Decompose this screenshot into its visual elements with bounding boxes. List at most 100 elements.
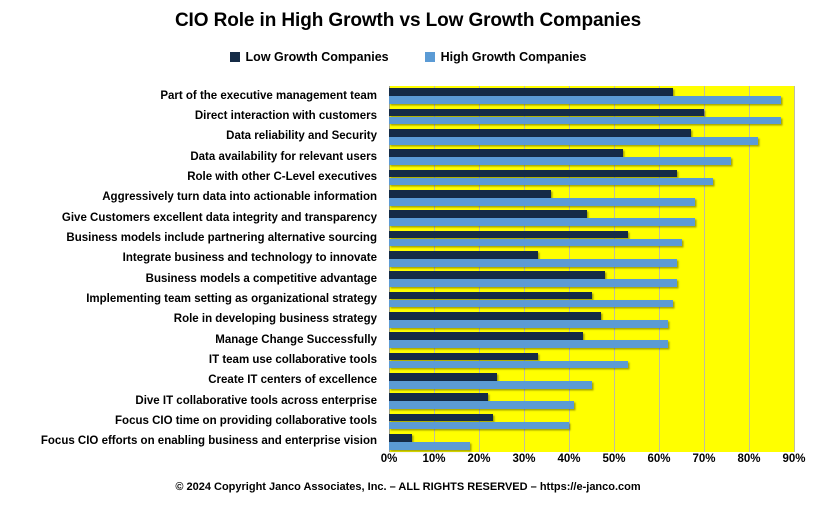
bar-group — [389, 411, 794, 431]
plot-area — [389, 86, 795, 452]
bar-low-growth[interactable] — [389, 352, 538, 361]
bar-low-growth[interactable] — [389, 230, 628, 239]
category-label: Implementing team setting as organizatio… — [86, 293, 377, 305]
category-label: Role with other C-Level executives — [187, 171, 377, 183]
category-label: Business models include partnering alter… — [66, 232, 377, 244]
x-tick-label: 90% — [782, 453, 806, 465]
gridline-50 — [614, 86, 615, 452]
bar-low-growth[interactable] — [389, 332, 583, 340]
category-label: Focus CIO efforts on enabling business a… — [40, 435, 377, 448]
bar-high-growth[interactable] — [389, 116, 781, 125]
bar-low-growth[interactable] — [389, 373, 497, 381]
bar-group — [389, 432, 794, 452]
bar-group — [389, 208, 794, 228]
bar-high-growth[interactable] — [389, 299, 673, 308]
x-tick-label: 10% — [422, 453, 446, 465]
gridlines — [389, 86, 795, 452]
chart-legend: Low Growth Companies High Growth Companie… — [0, 50, 816, 64]
bar-group — [389, 188, 794, 208]
value-axis-line — [389, 86, 390, 452]
bar-low-growth[interactable] — [389, 210, 587, 218]
bar-low-growth[interactable] — [389, 149, 623, 157]
bar-high-growth[interactable] — [389, 320, 668, 328]
bar-high-growth[interactable] — [389, 96, 781, 104]
bar-high-growth[interactable] — [389, 401, 574, 409]
bar-group — [389, 249, 794, 269]
category-label: Role in developing business strategy — [173, 313, 377, 326]
bar-low-growth[interactable] — [389, 413, 493, 422]
bar-group — [389, 167, 794, 187]
bar-low-growth[interactable] — [389, 271, 605, 279]
category-label: Business models a competitive advantage — [145, 272, 377, 285]
bar-low-growth[interactable] — [389, 312, 601, 320]
category-label: Dive IT collaborative tools across enter… — [135, 394, 377, 407]
bar-low-growth[interactable] — [389, 434, 412, 442]
bar-low-growth[interactable] — [389, 251, 538, 259]
bar-low-growth[interactable] — [389, 129, 691, 137]
bar-high-growth[interactable] — [389, 279, 677, 287]
bar-group — [389, 391, 794, 411]
bar-high-growth[interactable] — [389, 259, 677, 267]
bar-high-growth[interactable] — [389, 198, 695, 206]
gridline-70 — [704, 86, 705, 452]
category-axis-labels: Part of the executive management team Dir… — [0, 86, 383, 452]
category-label: Create IT centers of excellence — [208, 374, 377, 387]
category-label: IT team use collaborative tools — [208, 354, 377, 366]
bar-high-growth[interactable] — [389, 360, 628, 369]
bar-high-growth[interactable] — [389, 137, 758, 145]
gridline-30 — [524, 86, 525, 452]
bar-low-growth[interactable] — [389, 190, 551, 198]
category-label: Focus CIO time on providing collaborativ… — [115, 415, 377, 427]
bar-group — [389, 330, 794, 350]
bar-high-growth[interactable] — [389, 340, 668, 348]
legend-item-label: Low Growth Companies — [245, 50, 389, 64]
category-label: Data availability for relevant users — [190, 150, 377, 163]
gridline-10 — [434, 86, 435, 452]
legend-item-1[interactable]: High Growth Companies — [424, 50, 587, 64]
category-label: Manage Change Successfully — [215, 333, 377, 346]
bar-series-container — [389, 86, 794, 452]
x-tick-label: 20% — [467, 453, 491, 465]
bar-high-growth[interactable] — [389, 381, 592, 389]
bar-group — [389, 147, 794, 167]
bar-group — [389, 371, 794, 391]
gridline-40 — [569, 86, 570, 452]
bar-group — [389, 350, 794, 370]
legend-item-0[interactable]: Low Growth Companies — [229, 50, 389, 64]
value-axis-labels: 0% 10% 20% 30% 40% 50% 60% 70% 80% 90% — [381, 453, 806, 471]
x-tick-label: 30% — [512, 453, 536, 465]
bar-high-growth[interactable] — [389, 177, 713, 186]
category-label: Give Customers excellent data integrity … — [61, 211, 377, 224]
chart-title: CIO Role in High Growth vs Low Growth Co… — [174, 10, 642, 31]
legend-swatch-icon — [229, 52, 240, 62]
gridline-90 — [794, 86, 795, 452]
bar-high-growth[interactable] — [389, 442, 470, 450]
gridline-20 — [479, 86, 480, 452]
x-tick-label: 60% — [647, 453, 671, 465]
legend-swatch-icon — [424, 52, 435, 62]
category-label: Direct interaction with customers — [194, 110, 377, 122]
bar-group — [389, 127, 794, 147]
x-tick-label: 70% — [692, 453, 716, 465]
bar-high-growth[interactable] — [389, 218, 695, 226]
category-label: Aggressively turn data into actionable i… — [102, 191, 377, 204]
legend-item-label: High Growth Companies — [440, 50, 587, 64]
gridline-80 — [749, 86, 750, 452]
category-label: Integrate business and technology to inn… — [122, 252, 377, 265]
bar-high-growth[interactable] — [389, 238, 682, 247]
bar-group — [389, 310, 794, 330]
bar-group — [389, 106, 794, 126]
bar-low-growth[interactable] — [389, 393, 488, 401]
x-tick-label: 40% — [557, 453, 581, 465]
bar-low-growth[interactable] — [389, 108, 704, 117]
bar-low-growth[interactable] — [389, 88, 673, 96]
bar-group — [389, 269, 794, 289]
x-tick-label: 0% — [380, 453, 398, 465]
bar-group — [389, 86, 794, 106]
bar-high-growth[interactable] — [389, 157, 731, 165]
bar-group — [389, 289, 794, 309]
bar-high-growth[interactable] — [389, 421, 569, 430]
bar-low-growth[interactable] — [389, 291, 592, 300]
bar-low-growth[interactable] — [389, 169, 677, 178]
